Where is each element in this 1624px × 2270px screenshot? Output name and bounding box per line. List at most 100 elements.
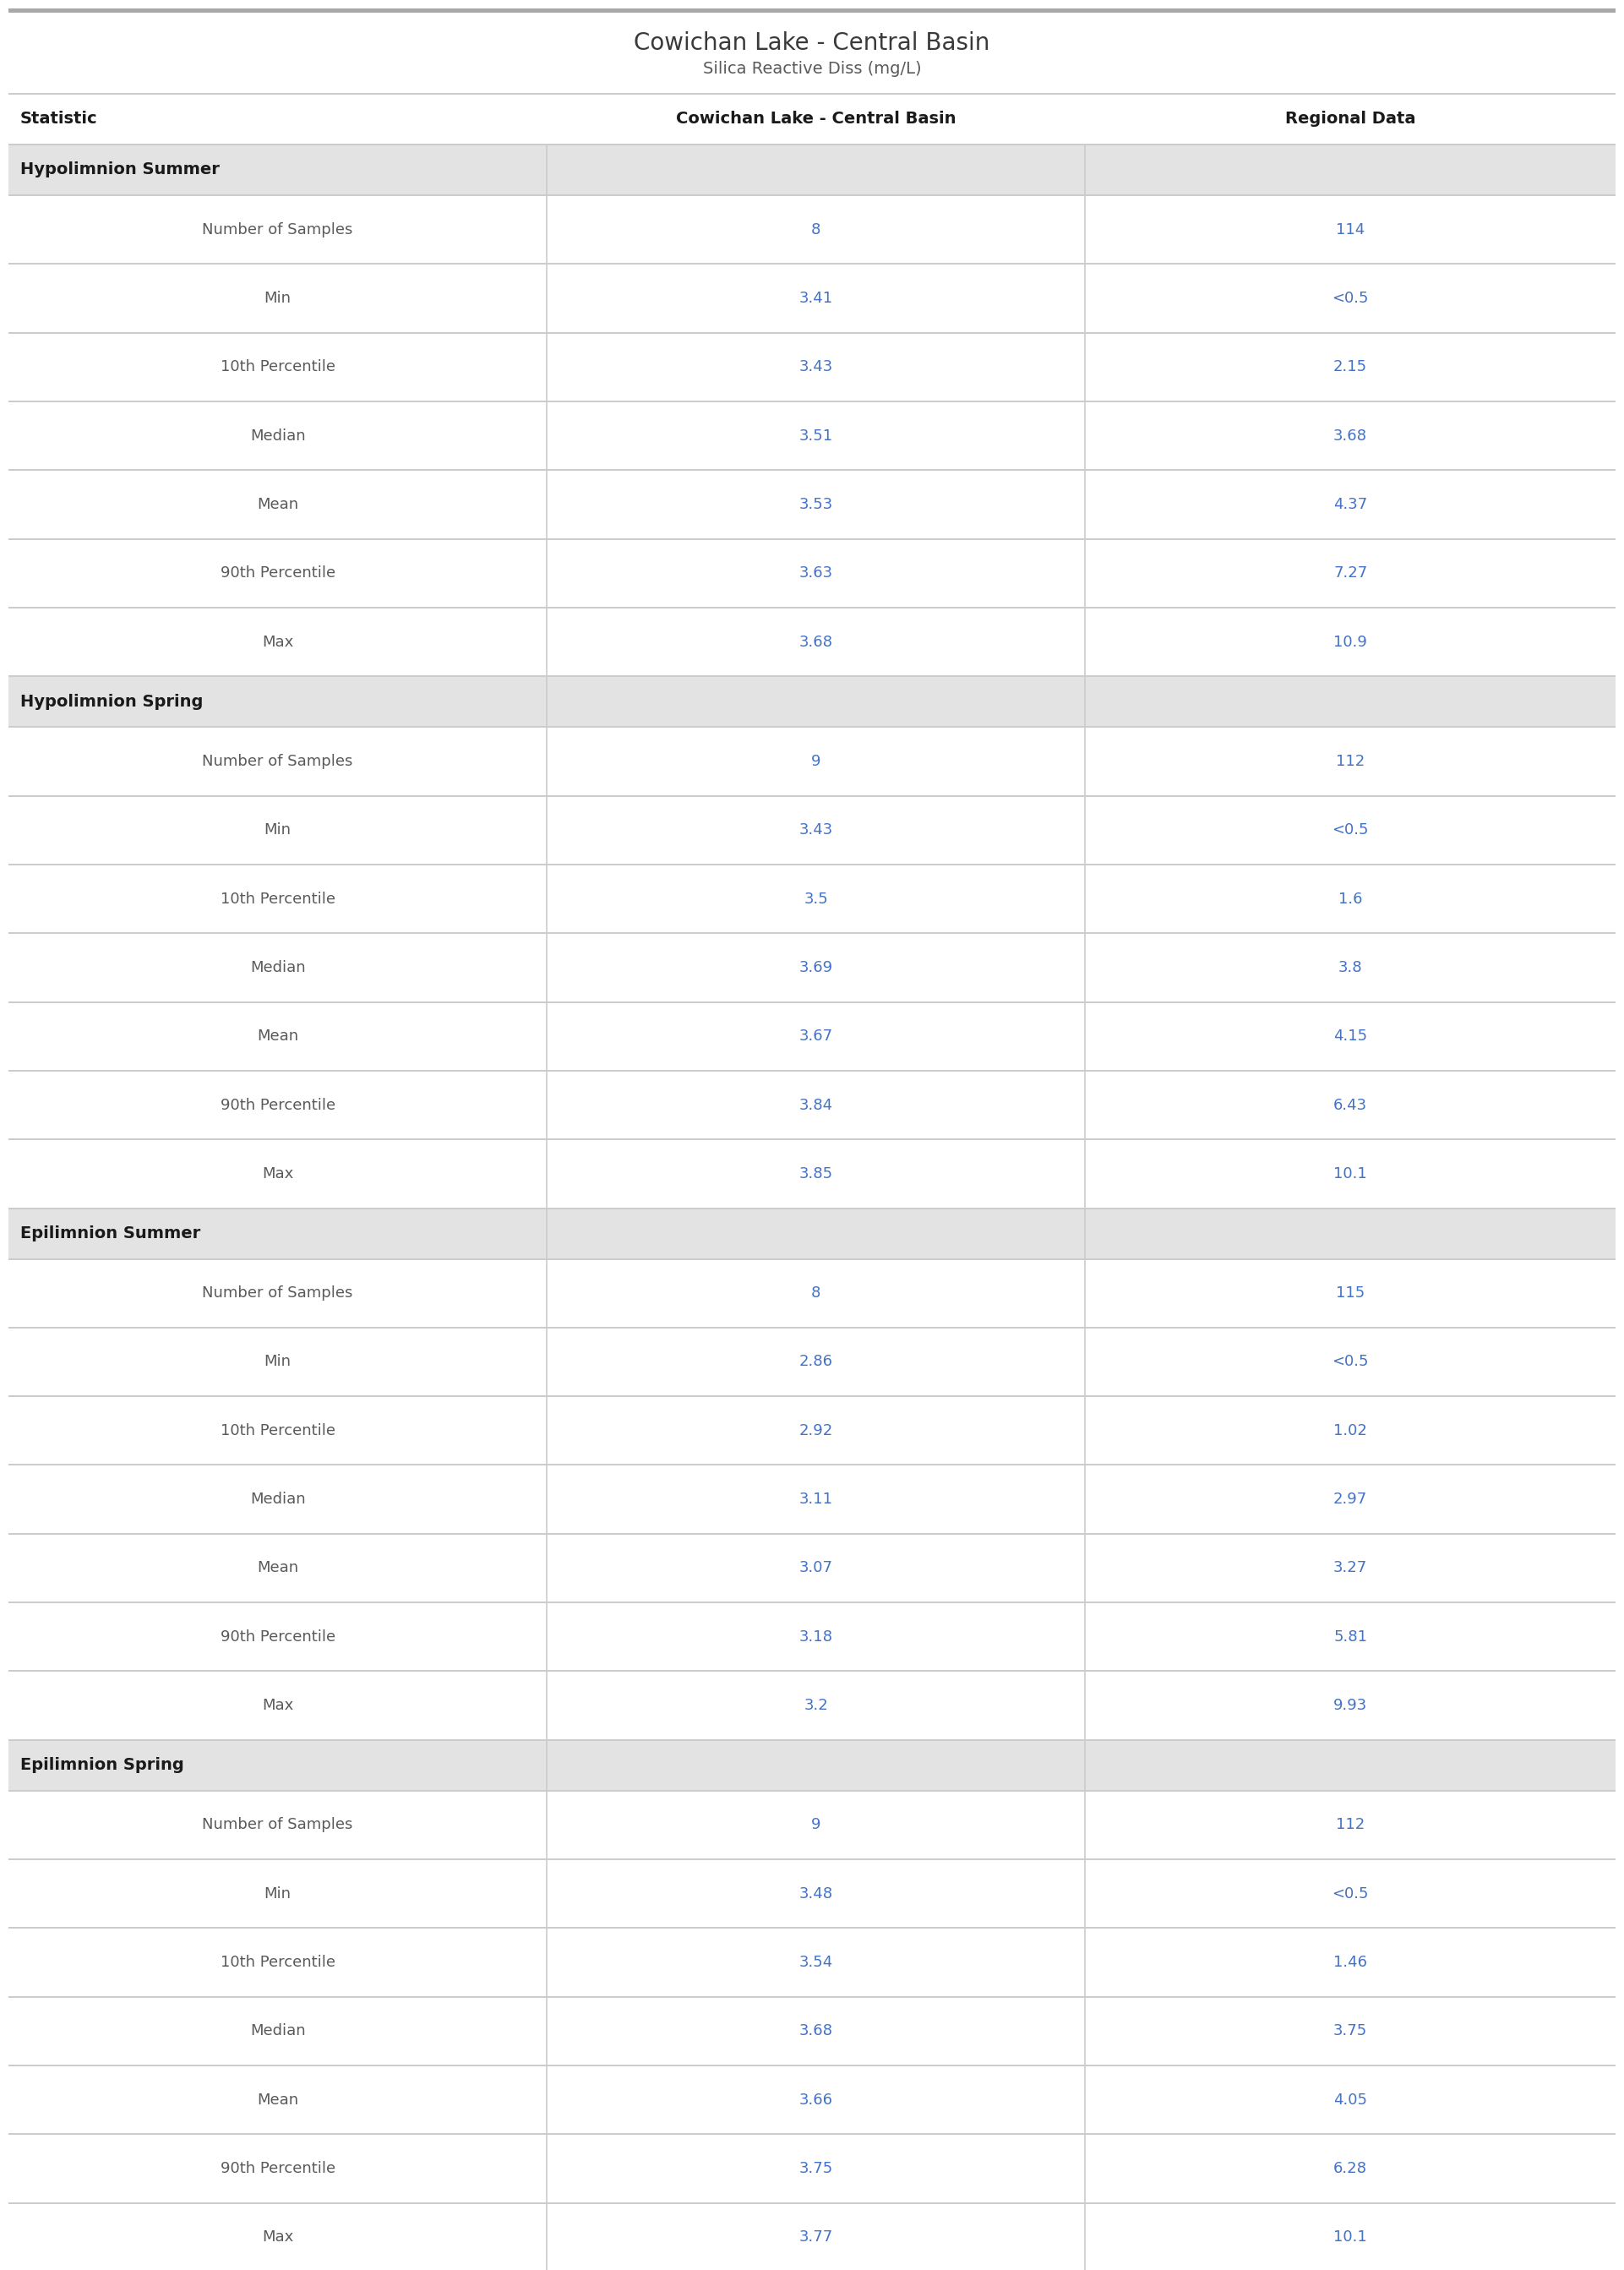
- Bar: [8, 402, 1616, 470]
- Text: Min: Min: [265, 822, 291, 838]
- Text: Cowichan Lake - Central Basin: Cowichan Lake - Central Basin: [676, 111, 957, 127]
- Text: 8: 8: [812, 222, 820, 236]
- Text: 3.41: 3.41: [799, 291, 833, 306]
- Bar: [8, 540, 1616, 606]
- Bar: [8, 9, 1616, 14]
- Text: 112: 112: [1337, 1818, 1364, 1832]
- Text: 3.75: 3.75: [799, 2161, 833, 2177]
- Bar: [8, 1328, 1616, 1396]
- Text: 2.92: 2.92: [799, 1423, 833, 1439]
- Text: Min: Min: [265, 291, 291, 306]
- Text: 112: 112: [1337, 754, 1364, 770]
- Bar: [8, 1741, 1616, 1789]
- Text: 9: 9: [810, 754, 820, 770]
- Text: 2.15: 2.15: [1333, 359, 1367, 375]
- Bar: [8, 195, 1616, 263]
- Bar: [8, 145, 1616, 195]
- Text: 2.97: 2.97: [1333, 1491, 1367, 1507]
- Text: Epilimnion Summer: Epilimnion Summer: [19, 1226, 200, 1242]
- Text: 3.07: 3.07: [799, 1559, 833, 1575]
- Text: <0.5: <0.5: [1332, 1886, 1369, 1902]
- Bar: [8, 14, 1616, 93]
- Text: 3.63: 3.63: [799, 565, 833, 581]
- Text: 3.43: 3.43: [799, 822, 833, 838]
- Text: <0.5: <0.5: [1332, 822, 1369, 838]
- Text: 4.37: 4.37: [1333, 497, 1367, 513]
- Text: 3.5: 3.5: [804, 892, 828, 906]
- Text: 6.28: 6.28: [1333, 2161, 1367, 2177]
- Text: 3.48: 3.48: [799, 1886, 833, 1902]
- Text: 3.43: 3.43: [799, 359, 833, 375]
- Bar: [8, 1140, 1616, 1208]
- Bar: [8, 1535, 1616, 1603]
- Text: Silica Reactive Diss (mg/L): Silica Reactive Diss (mg/L): [703, 61, 921, 77]
- Text: <0.5: <0.5: [1332, 1355, 1369, 1369]
- Text: 3.51: 3.51: [799, 429, 833, 443]
- Text: 3.11: 3.11: [799, 1491, 833, 1507]
- Text: Number of Samples: Number of Samples: [203, 1818, 352, 1832]
- Text: 3.66: 3.66: [799, 2093, 833, 2107]
- Text: Max: Max: [261, 1698, 294, 1714]
- Text: Median: Median: [250, 2023, 305, 2038]
- Text: 7.27: 7.27: [1333, 565, 1367, 581]
- Text: 3.2: 3.2: [804, 1698, 828, 1714]
- Text: 90th Percentile: 90th Percentile: [221, 565, 335, 581]
- Bar: [8, 266, 1616, 331]
- Text: 3.85: 3.85: [799, 1167, 833, 1180]
- Text: 10th Percentile: 10th Percentile: [221, 1423, 335, 1439]
- Text: 9: 9: [810, 1818, 820, 1832]
- Bar: [8, 2066, 1616, 2134]
- Bar: [8, 470, 1616, 538]
- Text: Min: Min: [265, 1355, 291, 1369]
- Text: 1.46: 1.46: [1333, 1954, 1367, 1970]
- Bar: [8, 1003, 1616, 1069]
- Text: Max: Max: [261, 1167, 294, 1180]
- Text: Number of Samples: Number of Samples: [203, 222, 352, 236]
- Bar: [8, 2204, 1616, 2270]
- Text: Median: Median: [250, 429, 305, 443]
- Text: 8: 8: [812, 1285, 820, 1301]
- Text: 10.1: 10.1: [1333, 2229, 1367, 2245]
- Bar: [8, 676, 1616, 726]
- Text: 3.75: 3.75: [1333, 2023, 1367, 2038]
- Bar: [8, 95, 1616, 143]
- Text: Epilimnion Spring: Epilimnion Spring: [19, 1757, 184, 1773]
- Bar: [8, 933, 1616, 1001]
- Bar: [8, 1466, 1616, 1532]
- Text: 3.68: 3.68: [1333, 429, 1367, 443]
- Text: 3.53: 3.53: [799, 497, 833, 513]
- Text: 10th Percentile: 10th Percentile: [221, 1954, 335, 1970]
- Bar: [8, 2136, 1616, 2202]
- Text: 90th Percentile: 90th Percentile: [221, 2161, 335, 2177]
- Text: Regional Data: Regional Data: [1285, 111, 1416, 127]
- Text: 114: 114: [1337, 222, 1364, 236]
- Text: Mean: Mean: [257, 497, 299, 513]
- Text: Max: Max: [261, 2229, 294, 2245]
- Bar: [8, 1396, 1616, 1464]
- Bar: [8, 1071, 1616, 1140]
- Bar: [8, 608, 1616, 676]
- Text: Median: Median: [250, 1491, 305, 1507]
- Text: 115: 115: [1337, 1285, 1364, 1301]
- Text: Min: Min: [265, 1886, 291, 1902]
- Text: Mean: Mean: [257, 1028, 299, 1044]
- Text: 90th Percentile: 90th Percentile: [221, 1630, 335, 1643]
- Text: Max: Max: [261, 633, 294, 649]
- Text: 3.67: 3.67: [799, 1028, 833, 1044]
- Text: 3.69: 3.69: [799, 960, 833, 976]
- Bar: [8, 1859, 1616, 1927]
- Text: 1.6: 1.6: [1338, 892, 1363, 906]
- Text: 6.43: 6.43: [1333, 1096, 1367, 1112]
- Text: 3.18: 3.18: [799, 1630, 833, 1643]
- Text: 10.9: 10.9: [1333, 633, 1367, 649]
- Text: 3.8: 3.8: [1338, 960, 1363, 976]
- Text: Cowichan Lake - Central Basin: Cowichan Lake - Central Basin: [633, 32, 991, 54]
- Text: 3.54: 3.54: [799, 1954, 833, 1970]
- Text: 3.68: 3.68: [799, 2023, 833, 2038]
- Text: Mean: Mean: [257, 2093, 299, 2107]
- Text: Number of Samples: Number of Samples: [203, 1285, 352, 1301]
- Bar: [8, 729, 1616, 794]
- Text: 4.15: 4.15: [1333, 1028, 1367, 1044]
- Bar: [8, 1260, 1616, 1326]
- Text: Hypolimnion Spring: Hypolimnion Spring: [19, 695, 203, 711]
